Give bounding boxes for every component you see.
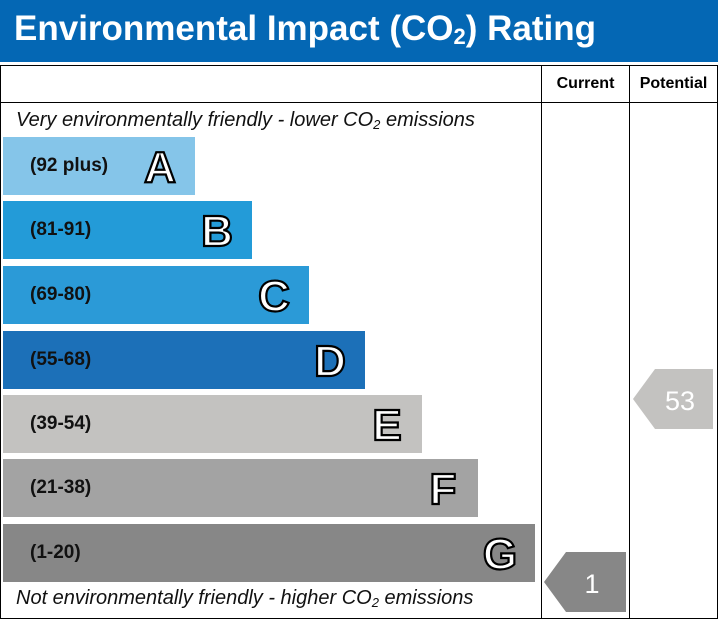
rating-band-g: (1-20) G — [3, 524, 535, 582]
band-letter-text: A — [144, 143, 176, 192]
rating-band-b: (81-91) B — [3, 201, 252, 259]
current-column-divider — [541, 66, 542, 618]
band-range-label: (69-80) — [30, 284, 92, 305]
rating-band-f: (21-38) F — [3, 459, 478, 517]
band-letter-text: G — [483, 530, 517, 579]
band-letter: B — [200, 206, 234, 257]
band-letter-text: C — [258, 272, 290, 321]
band-letter: D — [313, 336, 347, 387]
band-letter: C — [257, 271, 291, 322]
chart-title: Environmental Impact (CO2) Rating — [14, 9, 597, 49]
band-letter-text: E — [372, 401, 401, 450]
current-rating-pointer: 1 — [544, 552, 626, 612]
potential-column-header: Potential — [639, 75, 708, 92]
potential-column-divider — [629, 66, 630, 618]
band-range-label: (1-20) — [30, 542, 81, 563]
band-range-label: (92 plus) — [30, 155, 109, 176]
bottom-caption: Not environmentally friendly - higher CO… — [16, 587, 474, 610]
potential-rating-pointer: 53 — [633, 369, 713, 429]
current-column-header: Current — [556, 75, 615, 92]
band-letter: F — [428, 464, 457, 515]
band-range-label: (39-54) — [30, 413, 92, 434]
rating-band-e: (39-54) E — [3, 395, 422, 453]
band-letter-text: B — [201, 207, 233, 256]
rating-band-d: (55-68) D — [3, 331, 365, 389]
band-letter: E — [371, 400, 403, 451]
rating-band-a: (92 plus) A — [3, 137, 195, 195]
band-letter: A — [143, 142, 177, 193]
potential-rating-value: 53 — [665, 386, 695, 416]
header-row-divider — [1, 102, 717, 103]
band-letter-text: F — [430, 465, 457, 514]
rating-table: Current Potential Very environmentally f… — [0, 65, 718, 619]
top-caption: Very environmentally friendly - lower CO… — [16, 109, 475, 132]
band-letter: G — [482, 529, 518, 580]
band-range-label: (21-38) — [30, 477, 92, 498]
band-range-label: (55-68) — [30, 349, 92, 370]
current-rating-value: 1 — [584, 569, 599, 599]
title-bar: Environmental Impact (CO2) Rating — [0, 0, 718, 62]
rating-band-c: (69-80) C — [3, 266, 309, 324]
band-letter-text: D — [314, 337, 346, 386]
band-range-label: (81-91) — [30, 219, 92, 240]
